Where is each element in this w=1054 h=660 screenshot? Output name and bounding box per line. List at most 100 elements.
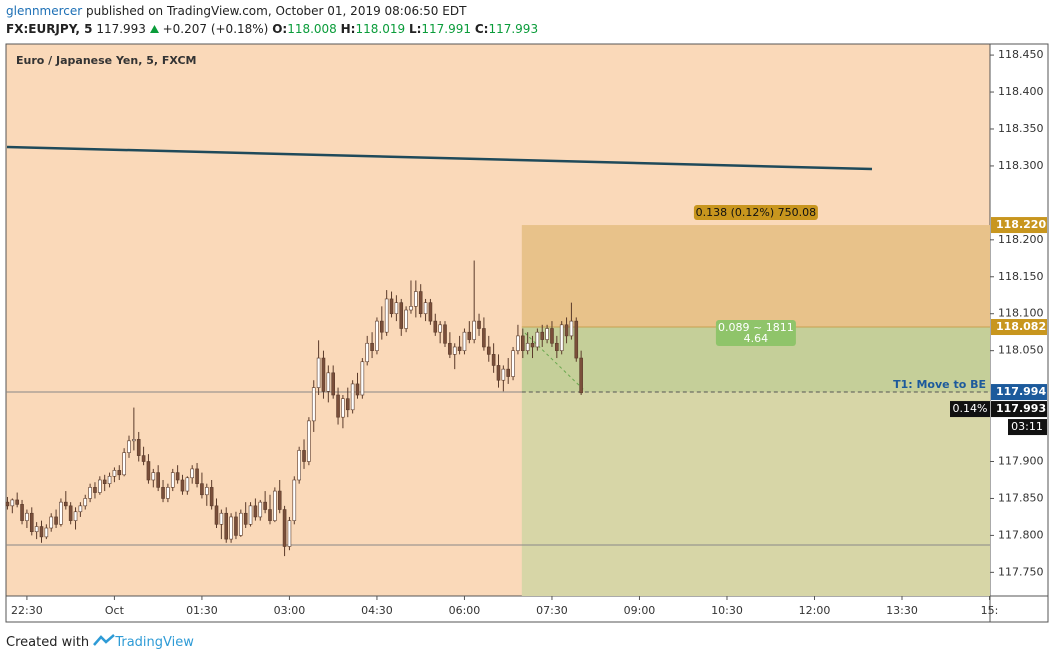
x-tick-label: 22:30 [11, 604, 43, 617]
candle-body [127, 440, 131, 453]
open-label-bg [715, 320, 796, 347]
x-tick-label: 10:30 [711, 604, 743, 617]
candle-body [423, 302, 428, 315]
candle-body [409, 306, 413, 311]
y-tick-label: 117.850 [998, 491, 1044, 504]
candle-body [569, 320, 574, 337]
percent-tag [950, 401, 990, 418]
candle-body [239, 512, 243, 536]
candle-body [389, 298, 394, 315]
candle-body [336, 394, 340, 418]
candle-body [350, 383, 355, 411]
candle-body [141, 455, 146, 462]
candle-body [253, 505, 258, 518]
candle-body [282, 509, 287, 547]
author[interactable]: glennmercer [6, 4, 83, 18]
candle-body [146, 461, 151, 481]
y-tick-label: 118.350 [998, 122, 1044, 135]
candle-body [273, 490, 277, 521]
c-label: C: [474, 22, 489, 36]
candle-body [268, 509, 272, 521]
x-tick-label: Oct [105, 604, 125, 617]
y-tick-label: 118.200 [998, 233, 1044, 246]
candle-body [224, 512, 229, 540]
candle-body [156, 472, 160, 488]
y-tick-label: 118.400 [998, 85, 1044, 98]
candle-body [98, 479, 102, 493]
candle-body [477, 320, 481, 329]
percent-tag-label: 0.14% [953, 402, 988, 415]
candle-body [292, 479, 297, 521]
ratio-label: 4.64 [744, 332, 769, 345]
candle-body [287, 520, 292, 547]
candle-body [443, 324, 447, 344]
candle-body [161, 487, 165, 499]
candle-body [10, 499, 15, 507]
frame [5, 43, 1049, 623]
candle-body [112, 470, 117, 477]
candle-body [132, 439, 136, 442]
candle-body [243, 512, 248, 525]
candle-body [394, 302, 399, 315]
candle-body [68, 505, 73, 521]
candle-body [248, 505, 253, 525]
candle-body [472, 320, 476, 340]
candle-body [511, 350, 515, 377]
price-tag [991, 401, 1047, 418]
candle-body [209, 487, 214, 507]
candle-body [555, 342, 559, 351]
x-tick-label: 04:30 [361, 604, 393, 617]
l-label: L: [408, 22, 422, 36]
candle-body [404, 309, 408, 329]
candle-body [520, 335, 525, 351]
candle-body [107, 475, 112, 484]
candle-body [491, 354, 496, 366]
x-tick-label: 13:30 [886, 604, 918, 617]
candle-body [234, 516, 238, 536]
candle-body [195, 468, 199, 484]
candle-body [428, 302, 433, 322]
y-tick-label: 117.900 [998, 455, 1044, 468]
candle-body [54, 516, 58, 525]
price-tag-label: 118.082 [996, 320, 1046, 333]
candle-body [5, 501, 10, 507]
brand[interactable]: TradingView [115, 635, 194, 650]
candle-body [448, 342, 452, 355]
candle-body [258, 501, 263, 518]
path-line [524, 332, 586, 392]
candle-body [200, 483, 204, 496]
header: glennmercer published on TradingView.com… [6, 4, 466, 18]
candle-body [39, 526, 44, 538]
candle-body [63, 501, 68, 507]
footer: Created with TradingView [6, 634, 194, 650]
chart: Euro / Japanese Yen, 5, FXCM 118.450 118.… [5, 43, 1049, 623]
x-tick-label: 15: [981, 604, 999, 617]
candle-body [380, 320, 384, 333]
trend-line [6, 145, 873, 171]
candle-body [229, 516, 233, 540]
o-label: O: [272, 22, 288, 36]
candle-body [501, 368, 506, 381]
candle-body [550, 328, 554, 344]
candle-body [34, 526, 39, 533]
candle-body [384, 298, 389, 333]
quote: FX:EURJPY, 5 117.993 +0.207 (+0.18%) O:1… [6, 22, 538, 36]
candle-body [311, 387, 316, 422]
countdown-label: 03:11 [1011, 420, 1043, 433]
change: +0.207 (+0.18%) [162, 22, 269, 36]
price-tag [991, 384, 1047, 401]
candle-body [452, 346, 457, 355]
last: 117.993 [96, 22, 146, 36]
candle-body [345, 398, 350, 411]
target-zone [521, 225, 990, 328]
price-tag-label: 117.994 [996, 385, 1046, 398]
candle-body [29, 512, 34, 533]
y-tick-label: 118.450 [998, 48, 1044, 61]
candle-body [438, 324, 442, 333]
candle-body [530, 342, 535, 348]
price-tag-label: 118.220 [996, 218, 1046, 231]
candle-body [516, 335, 520, 351]
x-tick-label: 03:00 [274, 604, 306, 617]
price-tag [991, 319, 1047, 336]
candle-body [579, 357, 583, 394]
